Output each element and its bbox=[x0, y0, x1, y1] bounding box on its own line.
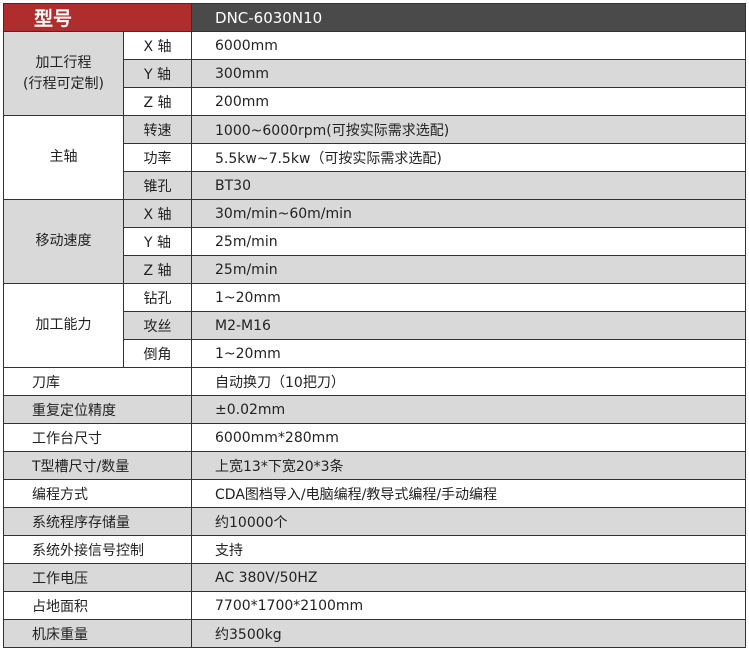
group-label: 主轴 bbox=[3, 115, 124, 200]
param-label: 转速 bbox=[122, 115, 193, 144]
table-row: 系统程序存储量 约10000个 bbox=[2, 507, 746, 536]
param-label: Y 轴 bbox=[122, 59, 193, 88]
param-value: 25m/min bbox=[191, 227, 746, 256]
model-value: DNC-6030N10 bbox=[191, 3, 746, 32]
spec-label: 系统外接信号控制 bbox=[2, 535, 193, 564]
spec-label: 占地面积 bbox=[2, 591, 193, 620]
param-value: 1~20mm bbox=[191, 283, 746, 312]
param-value: BT30 bbox=[191, 171, 746, 200]
table-row: Y 轴 25m/min bbox=[4, 227, 746, 256]
param-value: 5.5kw~7.5kw（可按实际需求选配) bbox=[191, 143, 746, 172]
spec-label: T型槽尺寸/数量 bbox=[2, 451, 193, 480]
param-value: 200mm bbox=[191, 87, 746, 116]
spec-value: 7700*1700*2100mm bbox=[191, 591, 746, 620]
spec-label: 工作台尺寸 bbox=[2, 423, 193, 452]
table-row: T型槽尺寸/数量 上宽13*下宽20*3条 bbox=[2, 451, 746, 480]
spec-label: 工作电压 bbox=[2, 563, 193, 592]
spec-value: CDA图档导入/电脑编程/教导式编程/手动编程 bbox=[191, 479, 746, 508]
param-label: 功率 bbox=[122, 143, 193, 172]
spec-value: ±0.02mm bbox=[191, 395, 746, 424]
group-label: 加工行程 (行程可定制) bbox=[3, 31, 124, 116]
group-label: 移动速度 bbox=[3, 199, 124, 284]
param-label: 锥孔 bbox=[122, 171, 193, 200]
table-row: 倒角 1~20mm bbox=[4, 339, 746, 368]
param-label: 攻丝 bbox=[122, 311, 193, 340]
table-row: 系统外接信号控制 支持 bbox=[2, 535, 746, 564]
table-row: 编程方式 CDA图档导入/电脑编程/教导式编程/手动编程 bbox=[2, 479, 746, 508]
table-row: 加工行程 (行程可定制) X 轴 6000mm bbox=[3, 31, 746, 116]
table-row: 占地面积 7700*1700*2100mm bbox=[2, 591, 746, 620]
spec-value: 支持 bbox=[191, 535, 746, 564]
param-value: 1~20mm bbox=[191, 339, 746, 368]
spec-value: 6000mm*280mm bbox=[191, 423, 746, 452]
table-row: 工作电压 AC 380V/50HZ bbox=[2, 563, 746, 592]
spec-value: 约10000个 bbox=[191, 507, 746, 536]
spec-label: 机床重量 bbox=[2, 619, 193, 648]
param-label: X 轴 bbox=[122, 31, 193, 60]
table-row: Z 轴 200mm bbox=[4, 87, 746, 116]
model-label: 型号 bbox=[2, 3, 193, 32]
table-row: 功率 5.5kw~7.5kw（可按实际需求选配) bbox=[4, 143, 746, 172]
table-row: 工作台尺寸 6000mm*280mm bbox=[2, 423, 746, 452]
table-row: 加工能力 钻孔 1~20mm bbox=[3, 283, 746, 368]
spec-value: 上宽13*下宽20*3条 bbox=[191, 451, 746, 480]
param-label: 倒角 bbox=[122, 339, 193, 368]
spec-value: AC 380V/50HZ bbox=[191, 563, 746, 592]
table-row: 刀库 自动换刀（10把刀） bbox=[2, 367, 746, 396]
spec-value: 约3500kg bbox=[191, 619, 746, 648]
param-label: Y 轴 bbox=[122, 227, 193, 256]
table-row: 移动速度 X 轴 30m/min~60m/min bbox=[3, 199, 746, 284]
table-row: 锥孔 BT30 bbox=[4, 171, 746, 200]
spec-label: 编程方式 bbox=[2, 479, 193, 508]
param-value: 1000~6000rpm(可按实际需求选配) bbox=[191, 115, 746, 144]
group-label: 加工能力 bbox=[3, 283, 124, 368]
header-row: 型号 DNC-6030N10 bbox=[2, 3, 746, 32]
param-value: 30m/min~60m/min bbox=[191, 199, 746, 228]
param-value: 25m/min bbox=[191, 255, 746, 284]
spec-label: 刀库 bbox=[2, 367, 193, 396]
param-label: 钻孔 bbox=[122, 283, 193, 312]
param-label: Z 轴 bbox=[122, 255, 193, 284]
table-row: 重复定位精度 ±0.02mm bbox=[2, 395, 746, 424]
spec-label: 系统程序存储量 bbox=[2, 507, 193, 536]
param-label: X 轴 bbox=[122, 199, 193, 228]
param-value: M2-M16 bbox=[191, 311, 746, 340]
table-row: 机床重量 约3500kg bbox=[2, 619, 746, 648]
spec-label: 重复定位精度 bbox=[2, 395, 193, 424]
param-value: 6000mm bbox=[191, 31, 746, 60]
table-row: 主轴 转速 1000~6000rpm(可按实际需求选配) bbox=[3, 115, 746, 200]
table-row: Z 轴 25m/min bbox=[4, 255, 746, 284]
param-label: Z 轴 bbox=[122, 87, 193, 116]
param-value: 300mm bbox=[191, 59, 746, 88]
spec-value: 自动换刀（10把刀） bbox=[191, 367, 746, 396]
